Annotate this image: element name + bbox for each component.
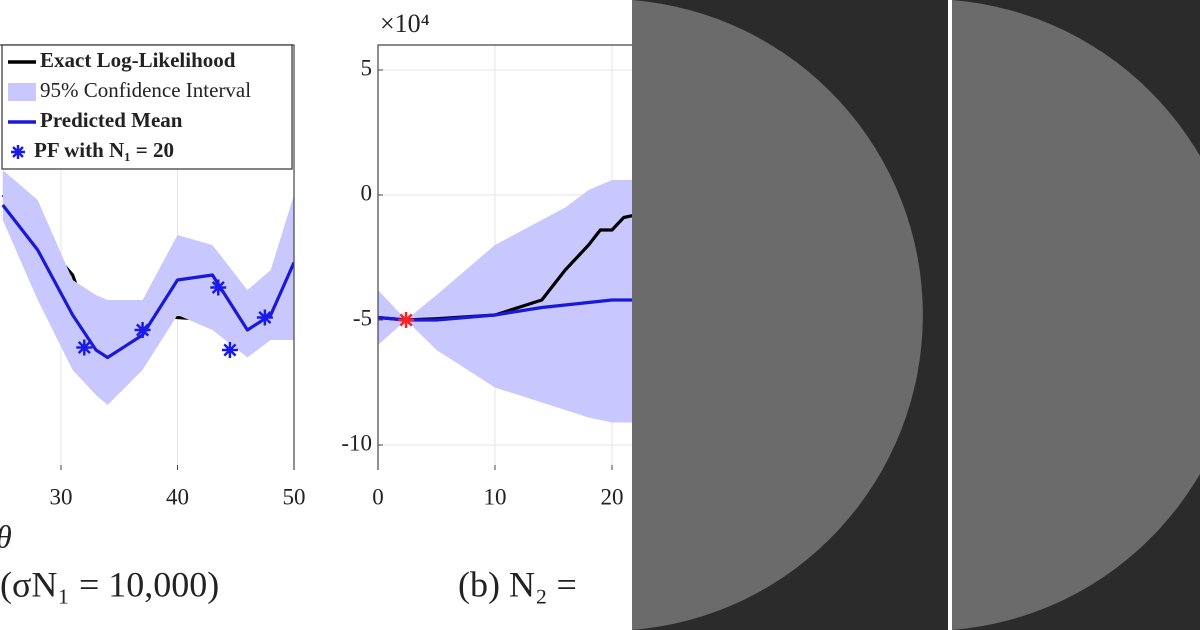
legend-box bbox=[1, 44, 293, 170]
x-tick-label: 50 bbox=[283, 484, 306, 509]
caption: (σN₁ = 10,000) bbox=[0, 564, 219, 604]
asterisk-marker bbox=[76, 339, 93, 356]
x-axis-label: θ bbox=[0, 518, 12, 554]
y-multiplier: ×10⁴ bbox=[380, 9, 430, 38]
x-tick-label: 30 bbox=[50, 484, 73, 509]
axes-frame bbox=[377, 44, 640, 470]
legend-label: Exact Log-Likelihood bbox=[40, 48, 236, 72]
legend-label: 95% Confidence Interval bbox=[40, 78, 251, 102]
legend-swatch bbox=[11, 145, 25, 159]
legend-swatch bbox=[8, 83, 36, 101]
asterisk-marker bbox=[256, 309, 273, 326]
caption: (b) N₂ = bbox=[458, 564, 577, 604]
legend-label: PF with N₁ = 20 bbox=[34, 138, 174, 162]
half-circle bbox=[952, 0, 1200, 630]
x-tick-label: 20 bbox=[601, 484, 624, 509]
chart-panel: 0 10 20 -10 -5 0 5 ×10⁴ (b) N₂ = bbox=[341, 9, 640, 604]
plot-area bbox=[378, 45, 632, 470]
x-tick-label: 40 bbox=[166, 484, 189, 509]
chart-panel: 30 40 50 Exact Log-Likelihood 95% Confidence… bbox=[0, 44, 306, 604]
y-tick-label: 0 bbox=[361, 180, 373, 205]
asterisk-marker bbox=[221, 342, 238, 358]
line bbox=[378, 298, 632, 322]
axes-frame bbox=[0, 44, 295, 470]
x-tick-label: 0 bbox=[372, 484, 384, 509]
confidence-band bbox=[378, 180, 632, 423]
legend: Exact Log-Likelihood 95% Confidence Inter… bbox=[1, 44, 293, 170]
legend-label: Predicted Mean bbox=[40, 108, 183, 132]
y-tick-label: 5 bbox=[361, 55, 373, 80]
asterisk-marker bbox=[398, 312, 415, 328]
half-circle bbox=[632, 0, 923, 630]
y-tick-label: -10 bbox=[341, 430, 372, 455]
asterisk-marker bbox=[134, 322, 151, 338]
y-tick-label: -5 bbox=[353, 305, 372, 330]
asterisk-marker bbox=[210, 279, 227, 296]
overlay bbox=[632, 0, 1200, 630]
x-tick-label: 10 bbox=[484, 484, 507, 509]
divider bbox=[948, 0, 952, 630]
confidence-band bbox=[2, 170, 294, 405]
